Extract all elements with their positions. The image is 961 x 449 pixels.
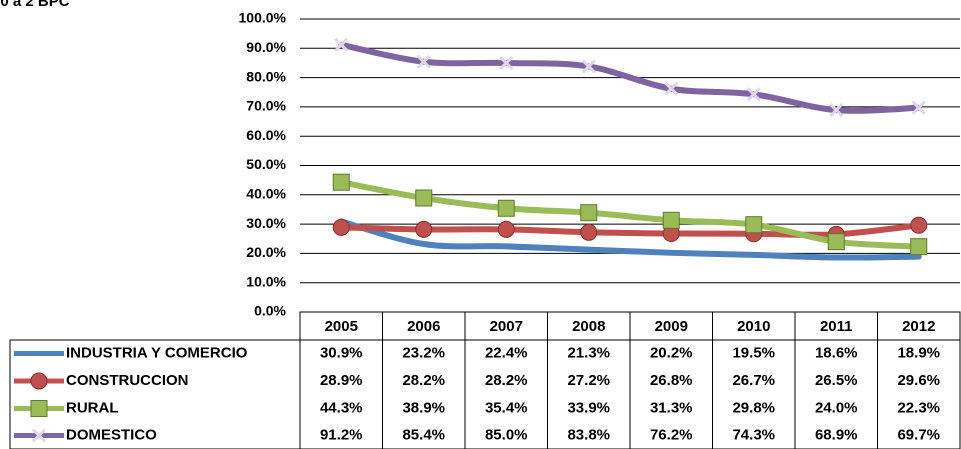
marker [745, 216, 763, 234]
y-tick-label: 60.0% [246, 127, 286, 143]
y-tick-label: 30.0% [246, 215, 286, 231]
table-cell: 69.7% [897, 426, 940, 443]
table-cell: 26.7% [732, 372, 775, 389]
x-tick-label: 2006 [407, 318, 440, 335]
series-line [338, 218, 922, 261]
marker [416, 54, 431, 69]
y-tick-label: 90.0% [246, 39, 286, 55]
marker [580, 223, 598, 241]
marker [415, 220, 433, 238]
y-tick-label: 50.0% [246, 156, 286, 172]
marker [497, 220, 515, 238]
table-cell: 68.9% [815, 426, 858, 443]
table-cell: 85.4% [402, 426, 445, 443]
table-cell: 28.2% [485, 372, 528, 389]
y-tick-label: 40.0% [246, 186, 286, 202]
marker [664, 81, 679, 96]
table-cell: 83.8% [567, 426, 610, 443]
marker [746, 87, 761, 102]
chart-title: mo de 0 a 2 BPC [0, 0, 70, 10]
marker [581, 59, 596, 74]
marker [580, 204, 598, 222]
x-tick-label: 2009 [655, 318, 688, 335]
table-cell: 22.4% [485, 344, 528, 361]
x-tick-label: 2005 [325, 318, 358, 335]
legend-label: INDUSTRIA Y COMERCIO [66, 344, 248, 361]
table-cell: 21.3% [567, 344, 610, 361]
table-cell: 35.4% [485, 399, 528, 416]
marker [415, 189, 433, 207]
table-cell: 23.2% [402, 344, 445, 361]
marker [910, 238, 928, 256]
table-cell: 33.9% [567, 399, 610, 416]
table-cell: 19.5% [732, 344, 775, 361]
table-cell: 27.2% [567, 372, 610, 389]
table-cell: 18.6% [815, 344, 858, 361]
marker [829, 103, 844, 118]
series-line [338, 41, 922, 114]
table-cell: 29.8% [732, 399, 775, 416]
y-tick-label: 20.0% [246, 244, 286, 260]
table-cell: 28.2% [402, 372, 445, 389]
x-tick-label: 2007 [490, 318, 523, 335]
x-tick-label: 2012 [902, 318, 935, 335]
table-cell: 29.6% [897, 372, 940, 389]
table-cell: 18.9% [897, 344, 940, 361]
marker [662, 211, 680, 229]
legend-label: RURAL [66, 399, 119, 416]
marker [911, 100, 926, 115]
table-cell: 28.9% [320, 372, 363, 389]
x-tick-label: 2011 [820, 318, 853, 335]
table-cell: 74.3% [732, 426, 775, 443]
legend-label: DOMESTICO [66, 426, 157, 443]
table-cell: 20.2% [650, 344, 693, 361]
marker [30, 372, 48, 390]
table-cell: 38.9% [402, 399, 445, 416]
marker [332, 218, 350, 236]
table-cell: 76.2% [650, 426, 693, 443]
marker [30, 400, 48, 417]
marker [910, 216, 928, 234]
table-cell: 26.8% [650, 372, 693, 389]
y-tick-label: 80.0% [246, 68, 286, 84]
table-cell: 26.5% [815, 372, 858, 389]
y-tick-label: 0.0% [254, 303, 286, 319]
table-cell: 22.3% [897, 399, 940, 416]
marker [497, 199, 515, 217]
x-tick-label: 2010 [737, 318, 770, 335]
table-cell: 85.0% [485, 426, 528, 443]
x-tick-label: 2008 [572, 318, 605, 335]
y-tick-label: 70.0% [246, 98, 286, 114]
y-tick-label: 100.0% [239, 10, 287, 26]
table-cell: 24.0% [815, 399, 858, 416]
marker [332, 173, 350, 191]
table-cell: 44.3% [320, 399, 363, 416]
y-tick-label: 10.0% [246, 273, 286, 289]
marker [827, 233, 845, 251]
legend-label: CONSTRUCCION [66, 372, 189, 389]
marker [499, 55, 514, 71]
marker [334, 37, 349, 52]
table-cell: 31.3% [650, 399, 693, 416]
table-cell: 91.2% [320, 426, 363, 443]
table-cell: 30.9% [320, 344, 363, 361]
marker [31, 428, 47, 443]
table-border [9, 339, 961, 449]
